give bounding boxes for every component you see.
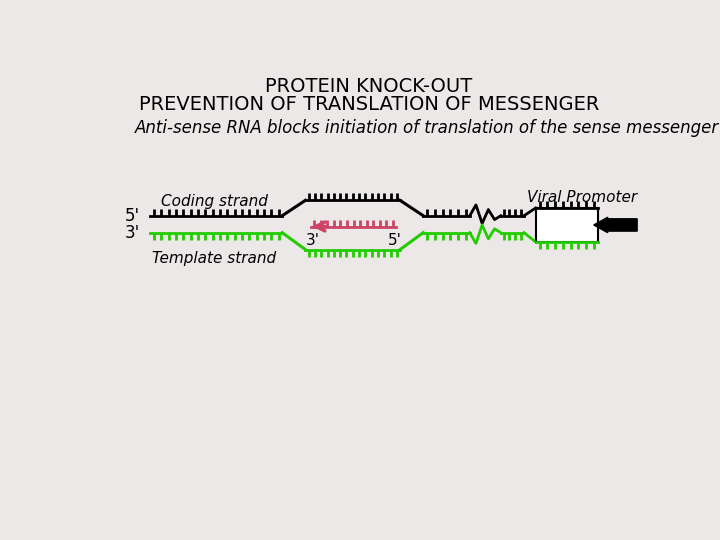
Text: Coding strand: Coding strand [161, 194, 267, 210]
Text: 5': 5' [387, 233, 402, 248]
Text: PREVENTION OF TRANSLATION OF MESSENGER: PREVENTION OF TRANSLATION OF MESSENGER [139, 96, 599, 114]
Text: 5': 5' [125, 207, 140, 225]
Text: Anti-sense RNA blocks initiation of translation of the sense messenger: Anti-sense RNA blocks initiation of tran… [135, 119, 719, 137]
Text: PROTEIN KNOCK-OUT: PROTEIN KNOCK-OUT [266, 77, 472, 96]
Text: Viral Promoter: Viral Promoter [527, 190, 637, 205]
FancyArrow shape [594, 217, 637, 233]
Text: 3': 3' [125, 224, 140, 242]
Bar [536, 208, 598, 242]
Text: 3': 3' [305, 233, 320, 248]
Text: Template strand: Template strand [152, 251, 276, 266]
